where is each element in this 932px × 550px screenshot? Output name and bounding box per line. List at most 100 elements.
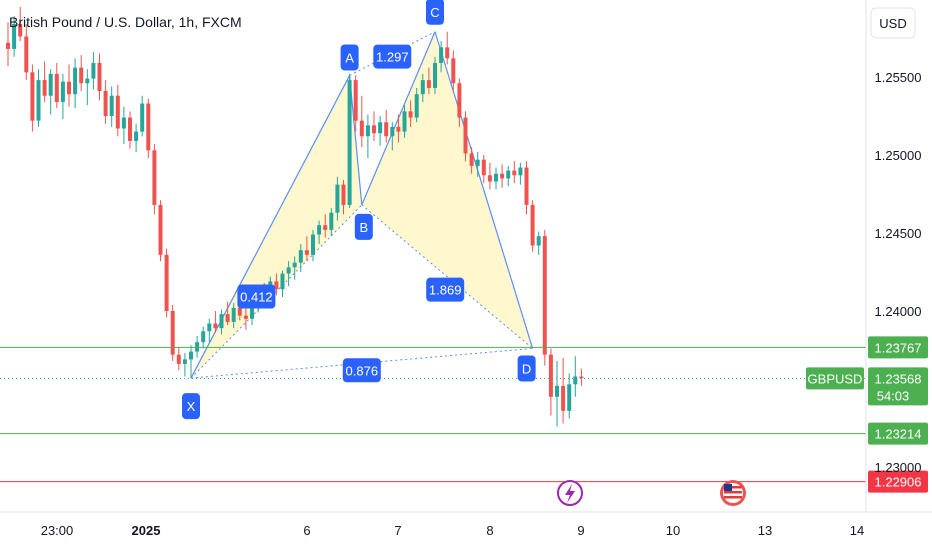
- candle-body: [152, 150, 157, 205]
- pattern-point-c: C: [426, 0, 444, 25]
- candle-body: [97, 62, 102, 92]
- ratio-value: 1.297: [376, 50, 409, 65]
- pattern-xab-area: [191, 75, 362, 379]
- candle: [54, 62, 59, 109]
- candle: [457, 78, 462, 127]
- candle: [115, 84, 120, 137]
- candle-body: [60, 81, 65, 102]
- candle: [79, 55, 84, 92]
- candle-body: [445, 47, 450, 59]
- candle: [292, 256, 297, 280]
- candle: [109, 86, 114, 127]
- time-axis[interactable]: 23:00 2025 6 7 8 9 10 13 14: [41, 523, 865, 538]
- candle: [128, 111, 132, 149]
- candle: [24, 23, 29, 81]
- candle: [378, 116, 383, 146]
- candle-body: [67, 81, 71, 95]
- time-tick-label: 13: [758, 523, 772, 538]
- point-badge: [426, 0, 444, 25]
- level-price-label: 1.23214: [875, 427, 922, 442]
- candle-body: [548, 354, 553, 397]
- candle-body: [128, 117, 132, 141]
- candle: [573, 356, 578, 397]
- point-badge: [354, 213, 373, 240]
- time-tick-label: 9: [577, 523, 584, 538]
- time-tick-label: 7: [394, 523, 401, 538]
- pattern-ratio-xa-ab: 0.412: [237, 284, 276, 309]
- point-badge: [182, 393, 200, 420]
- price-tick-label: 1.25500: [875, 70, 922, 85]
- candle: [140, 95, 145, 137]
- candle: [91, 52, 96, 90]
- candle-body: [390, 126, 395, 137]
- candle: [176, 346, 181, 371]
- candle-body: [134, 131, 139, 141]
- candle-body: [433, 62, 437, 88]
- candle: [121, 106, 126, 145]
- candle-body: [42, 80, 47, 96]
- candle-body: [85, 78, 90, 84]
- candle-body: [213, 323, 218, 329]
- candles: [6, 6, 584, 427]
- chart-title: British Pound / U.S. Dollar, 1h, FXCM: [9, 14, 242, 30]
- us-flag-event-icon[interactable]: [720, 480, 746, 506]
- candle-body: [250, 304, 254, 319]
- candle: [274, 273, 279, 296]
- horizontal-levels[interactable]: 1.23767 1.23214 1.22906 GBPUSD 1.23568 54:03: [0, 336, 928, 493]
- candle: [469, 147, 474, 174]
- candle-body: [378, 122, 383, 134]
- candle: [286, 261, 291, 287]
- candle: [402, 105, 407, 138]
- candle: [146, 98, 151, 159]
- candle: [445, 31, 450, 65]
- pattern-ratio-line-ac: [349, 31, 436, 76]
- candle-body: [561, 385, 566, 411]
- level-price-tag: [868, 422, 928, 445]
- candle-body: [500, 173, 505, 179]
- time-tick-label: 10: [666, 523, 680, 538]
- pattern-point-x: X: [182, 393, 200, 420]
- price-axis[interactable]: 1.25500 1.25000 1.24500 1.24000 1.23000: [875, 70, 922, 475]
- candle-body: [12, 23, 17, 49]
- candle: [487, 162, 492, 190]
- candle-body: [463, 117, 468, 154]
- candle: [67, 64, 71, 107]
- candle: [42, 61, 47, 102]
- symbol-label: GBPUSD: [808, 371, 863, 386]
- candle-body: [317, 225, 322, 235]
- candle: [219, 309, 224, 335]
- candle: [414, 87, 419, 123]
- candle-body: [494, 173, 498, 182]
- candle-body: [542, 236, 547, 355]
- candle-body: [91, 62, 96, 79]
- time-tick-label: 2025: [132, 523, 161, 538]
- candle: [60, 73, 65, 120]
- lightning-event-icon[interactable]: [557, 480, 583, 506]
- bar-countdown-label: 54:03: [877, 388, 910, 403]
- candle: [408, 100, 413, 127]
- currency-button[interactable]: USD: [870, 7, 916, 39]
- pattern-ratio-line-bd: [361, 204, 533, 349]
- candle: [555, 360, 559, 427]
- candle-body: [335, 184, 340, 213]
- pattern-leg-ab: [349, 75, 363, 205]
- candle: [164, 248, 169, 318]
- candle: [170, 304, 175, 361]
- candle-body: [30, 72, 35, 121]
- candle: [481, 155, 486, 184]
- pattern-ratio-ab-bc: 1.297: [373, 44, 412, 69]
- candle-body: [414, 94, 419, 118]
- candle-body: [48, 73, 53, 96]
- candle-body: [469, 153, 474, 166]
- candle: [561, 357, 566, 424]
- candle-body: [73, 67, 78, 95]
- level-price-label: 1.22906: [875, 475, 922, 490]
- candle: [243, 306, 248, 330]
- candle-body: [323, 225, 328, 230]
- candle-body: [237, 307, 242, 316]
- candle: [475, 151, 480, 177]
- candle: [158, 200, 163, 262]
- level-price-tag: [868, 470, 928, 493]
- candle: [152, 144, 157, 215]
